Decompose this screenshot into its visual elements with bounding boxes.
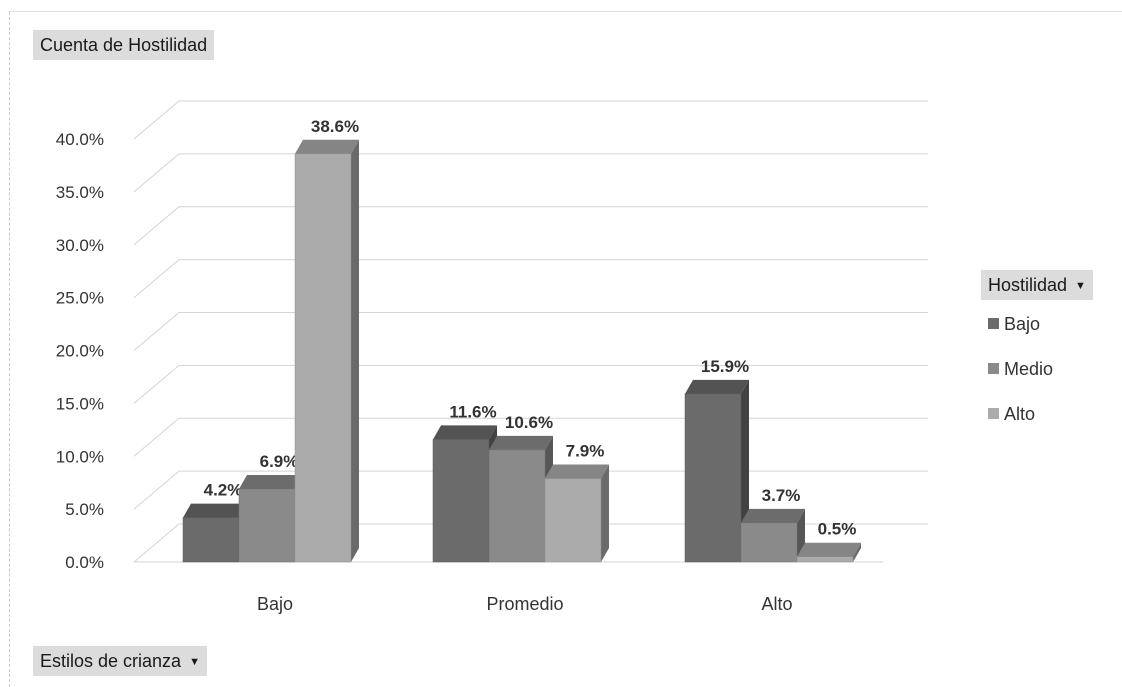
- gridline-depth: [133, 100, 180, 140]
- gridline-depth: [133, 470, 180, 510]
- bar: [488, 449, 546, 563]
- bar-top: [545, 464, 609, 479]
- bar-top: [489, 435, 553, 450]
- legend-swatch: [988, 362, 999, 374]
- x-tick-label: Bajo: [257, 594, 293, 614]
- axis-field-label: Estilos de crianza: [40, 651, 182, 671]
- bar-top: [685, 379, 749, 394]
- y-tick-label: 0.0%: [65, 553, 104, 572]
- y-tick-label: 25.0%: [56, 289, 104, 308]
- data-label: 0.5%: [818, 520, 857, 539]
- legend-field-filter-button[interactable]: Hostilidad ▼: [981, 270, 1093, 300]
- y-tick-label: 35.0%: [56, 183, 104, 202]
- dropdown-arrow-icon: ▼: [1075, 280, 1086, 292]
- gridline-depth: [133, 523, 180, 563]
- dropdown-arrow-icon: ▼: [189, 656, 200, 668]
- legend-item: Bajo: [988, 312, 1040, 336]
- value-field-label: Cuenta de Hostilidad: [40, 35, 208, 55]
- gridline-depth: [133, 312, 180, 351]
- data-label: 15.9%: [701, 357, 749, 376]
- legend-swatch: [988, 317, 999, 329]
- bar: [544, 478, 602, 563]
- gridline-depth: [133, 259, 180, 299]
- bar-side: [601, 464, 609, 562]
- gridline-depth: [133, 364, 180, 404]
- legend-field-label: Hostilidad: [988, 275, 1068, 295]
- bar-top: [433, 425, 497, 440]
- data-label: 10.6%: [505, 413, 553, 432]
- legend-label: Alto: [1004, 404, 1036, 424]
- chart-frame-top: [9, 11, 1122, 12]
- legend-label: Medio: [1004, 359, 1054, 379]
- bar-side: [351, 139, 359, 562]
- bar: [684, 393, 742, 563]
- gridline-depth: [133, 417, 180, 457]
- legend-item: Medio: [988, 357, 1053, 381]
- legend-swatch: [988, 407, 999, 419]
- data-label: 38.6%: [311, 117, 359, 136]
- bar: [432, 439, 490, 563]
- legend-item: Alto: [988, 402, 1035, 426]
- axis-field-filter-button[interactable]: Estilos de crianza ▼: [33, 646, 207, 676]
- y-tick-label: 15.0%: [56, 394, 104, 413]
- gridline-depth: [133, 153, 180, 193]
- data-label: 11.6%: [449, 402, 496, 421]
- bar-top: [239, 475, 303, 490]
- value-field-button[interactable]: Cuenta de Hostilidad: [33, 30, 215, 60]
- bar: [740, 522, 798, 563]
- bar-top: [797, 542, 861, 557]
- data-label: 6.9%: [260, 452, 299, 471]
- chart-frame-left: [9, 12, 10, 687]
- bar: [294, 153, 352, 563]
- y-tick-label: 10.0%: [56, 447, 104, 466]
- bar-side: [853, 542, 861, 562]
- data-label: 3.7%: [762, 486, 801, 505]
- bar-top: [183, 503, 247, 518]
- x-tick-label: Alto: [761, 594, 792, 614]
- legend-label: Bajo: [1004, 314, 1041, 334]
- bar: [182, 517, 240, 563]
- data-label: 4.2%: [204, 481, 243, 500]
- bar-top: [295, 139, 359, 154]
- gridline-depth: [133, 206, 180, 246]
- bar: [238, 488, 296, 563]
- y-tick-label: 20.0%: [56, 342, 104, 361]
- y-tick-label: 30.0%: [56, 236, 104, 255]
- bar-top: [741, 508, 805, 523]
- y-tick-label: 5.0%: [65, 500, 104, 519]
- x-tick-label: Promedio: [486, 594, 563, 614]
- y-tick-label: 40.0%: [56, 130, 104, 149]
- bar: [796, 556, 854, 563]
- data-label: 7.9%: [566, 441, 605, 460]
